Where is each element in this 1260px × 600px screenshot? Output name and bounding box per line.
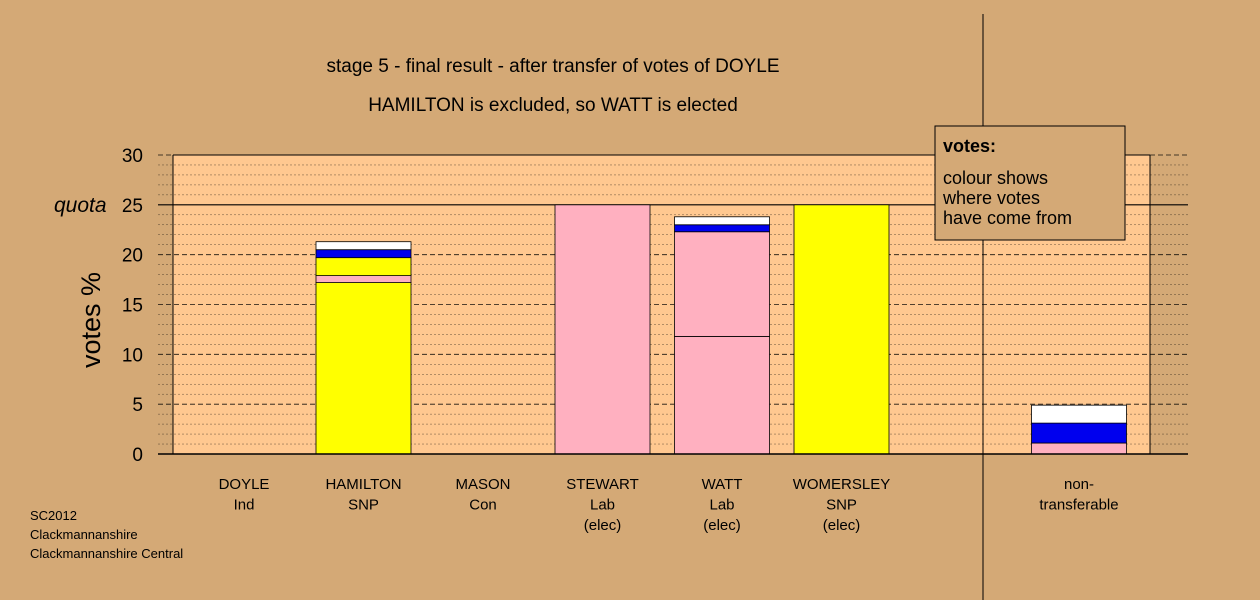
bar-segment: [554, 204, 651, 455]
bar-segment: [674, 224, 770, 233]
y-tick-label: 5: [132, 395, 143, 416]
category-label: Lab: [590, 497, 615, 514]
y-tick-label: 15: [122, 296, 143, 317]
y-axis-label: votes %: [76, 272, 106, 368]
category-label: transferable: [1039, 497, 1118, 514]
quota-label: quota: [54, 194, 107, 217]
legend-box: [934, 125, 1126, 241]
bar-segment: [674, 216, 770, 226]
category-label: MASON: [455, 476, 510, 493]
category-label: DOYLE: [219, 476, 270, 493]
legend-line: where votes: [942, 188, 1040, 208]
bar-segment: [1031, 422, 1127, 444]
category-label: non-: [1064, 476, 1094, 493]
legend-title: votes:: [943, 136, 996, 156]
bar-segment: [1031, 404, 1127, 424]
y-tick-label: 25: [122, 196, 143, 217]
footer: SC2012 Clackmannanshire Clackmannanshire…: [30, 508, 183, 561]
y-tick-label: 10: [122, 345, 143, 366]
legend-line: colour shows: [943, 168, 1048, 188]
y-tick-labels: 0 5 10 15 20 25 30: [122, 146, 143, 466]
category-label: HAMILTON: [325, 476, 401, 493]
legend: votes: colour shows where votes have com…: [934, 125, 1126, 241]
footer-line: Clackmannanshire: [30, 527, 138, 542]
bar-segment: [1031, 442, 1127, 455]
category-label: SNP: [826, 497, 857, 514]
category-label: Lab: [709, 497, 734, 514]
category-labels: DOYLE Ind HAMILTON SNP MASON Con STEWART Lab (el…: [219, 476, 1119, 534]
bars: [315, 204, 1127, 455]
bar-segment: [674, 231, 770, 337]
legend-line: have come from: [943, 208, 1072, 228]
bar-segment: [315, 257, 412, 276]
y-tick-label: 30: [122, 146, 143, 167]
y-tick-label: 0: [132, 445, 143, 466]
category-label: WOMERSLEY: [793, 476, 891, 493]
bar-segment: [315, 282, 412, 455]
category-label: STEWART: [566, 476, 639, 493]
footer-line: SC2012: [30, 508, 77, 523]
category-label: (elec): [823, 517, 861, 534]
category-label: (elec): [584, 517, 622, 534]
y-tick-label: 20: [122, 246, 143, 267]
bar-segment: [315, 249, 412, 259]
chart-subtitle: HAMILTON is excluded, so WATT is elected: [368, 95, 738, 116]
category-label: Ind: [234, 497, 255, 514]
category-label: Con: [469, 497, 497, 514]
category-label: SNP: [348, 497, 379, 514]
bar-segment: [674, 335, 770, 455]
footer-line: Clackmannanshire Central: [30, 546, 183, 561]
category-label: (elec): [703, 517, 741, 534]
bar-segment: [793, 204, 890, 455]
bar-segment: [315, 241, 412, 251]
chart-title: stage 5 - final result - after transfer …: [326, 56, 779, 77]
category-label: WATT: [702, 476, 743, 493]
bar-segment: [315, 275, 412, 283]
